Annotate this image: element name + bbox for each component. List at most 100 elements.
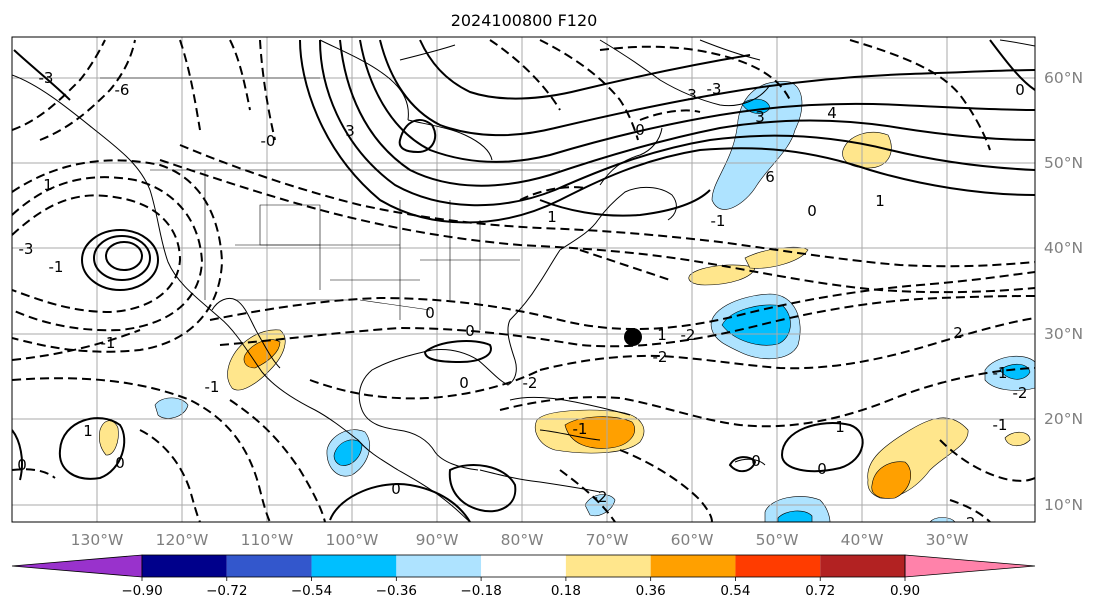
colorbar-swatch — [735, 555, 821, 577]
colorbar-swatch — [565, 555, 651, 577]
lon-label: 120°W — [156, 531, 209, 549]
shade-region — [711, 81, 803, 210]
colorbar-tick-label: −0.72 — [206, 583, 247, 599]
contours-solid — [12, 39, 1035, 522]
contour-label: 0 — [425, 304, 435, 322]
contour-label: 4 — [827, 104, 837, 122]
lon-label: 40°W — [841, 531, 884, 549]
contour-label: 1 — [83, 422, 93, 440]
contour-labels: -3 -6 3 0 -3 3 4 0 6 1 -1 -3 3 0 2 -1 -2… — [17, 69, 1028, 532]
contour-label: 0 — [391, 480, 401, 498]
lon-label: 70°W — [586, 531, 629, 549]
contour-label: 0 — [751, 452, 761, 470]
lon-label: 60°W — [671, 531, 714, 549]
lon-label: 30°W — [926, 531, 969, 549]
graticule — [12, 37, 1035, 522]
lat-label: 10°N — [1044, 496, 1083, 514]
colorbar-tick-label: 0.54 — [720, 583, 750, 599]
storm-center-marker — [624, 328, 642, 346]
contour-label: 3 — [755, 108, 765, 126]
lon-label: 110°W — [241, 531, 294, 549]
shade-region — [154, 397, 189, 419]
lon-label: 100°W — [326, 531, 379, 549]
contour-label: -1 — [711, 212, 726, 230]
lon-label: 90°W — [416, 531, 459, 549]
contour-label: -2 — [961, 514, 976, 532]
contour-label: -1 — [573, 420, 588, 438]
colorbar-swatch — [820, 555, 905, 577]
shade-region — [564, 416, 636, 449]
contour-label: -0 — [261, 132, 276, 150]
contour-label: 1 — [875, 192, 885, 210]
contour-label: 0 — [459, 374, 469, 392]
lon-label: 130°W — [71, 531, 124, 549]
lon-label: 80°W — [501, 531, 544, 549]
contour-label: 0 — [1015, 81, 1025, 99]
contour-label: -1 — [101, 334, 116, 352]
contour-label: 3 — [687, 86, 697, 104]
contour-label: 3 — [345, 122, 355, 140]
contour-label: -1 — [993, 364, 1008, 382]
colorbar-swatch — [481, 555, 566, 577]
state-borders — [100, 77, 560, 330]
contour-label: -2 — [523, 374, 538, 392]
colorbar-swatch — [650, 555, 736, 577]
contour-label: -3 — [39, 69, 54, 87]
shade-region — [98, 420, 119, 456]
colorbar-extend-high — [904, 554, 1036, 578]
colorbar-swatch — [311, 555, 397, 577]
colorbar-swatch — [396, 555, 482, 577]
contour-label: -1 — [205, 378, 220, 396]
colorbar-swatch — [142, 555, 227, 577]
shade-region — [333, 439, 363, 466]
colorbar-frame — [141, 554, 906, 578]
contour-label: -2 — [681, 326, 696, 344]
contours-dashed — [12, 39, 1035, 522]
colorbar-tick-label: −0.54 — [291, 583, 332, 599]
colorbar-tick-label: −0.90 — [121, 583, 162, 599]
map-frame — [11, 36, 1036, 523]
map-area: -3 -6 3 0 -3 3 4 0 6 1 -1 -3 3 0 2 -1 -2… — [12, 37, 1035, 532]
contour-label: -3 — [19, 240, 34, 258]
colorbar-tick-label: 0.36 — [636, 583, 666, 599]
contour-label: -1 — [993, 416, 1008, 434]
map-title: 2024100800 F120 — [451, 11, 598, 30]
contour-label: 1 — [547, 208, 557, 226]
contour-label: -6 — [115, 81, 130, 99]
contour-label: 0 — [17, 456, 27, 474]
contour-label: -1 — [49, 258, 64, 276]
contour-label: 0 — [807, 202, 817, 220]
lat-label: 40°N — [1044, 239, 1083, 257]
shade-region — [1004, 431, 1031, 447]
contour-label: 1 — [657, 326, 667, 344]
contour-label: 2 — [953, 324, 963, 342]
shaded-anomalies — [98, 81, 1035, 522]
contour-label: -3 — [707, 80, 722, 98]
contour-label: 0 — [817, 460, 827, 478]
lat-label: 50°N — [1044, 154, 1083, 172]
colorbar-tick-label: −0.36 — [376, 583, 417, 599]
shade-region — [777, 510, 813, 522]
lat-label: 20°N — [1044, 410, 1083, 428]
contour-label: 0 — [465, 322, 475, 340]
lon-label: 50°W — [756, 531, 799, 549]
contour-label: 1 — [43, 176, 53, 194]
contour-label: 0 — [115, 454, 125, 472]
colorbar: −0.90 −0.72 −0.54 −0.36 −0.18 0.18 0.36 0.54 0.7… — [11, 554, 1036, 599]
contour-label: 1 — [835, 418, 845, 436]
colorbar-extend-low — [11, 554, 143, 578]
contour-label: -2 — [1013, 384, 1028, 402]
colorbar-swatch — [226, 555, 312, 577]
latitude-labels: 60°N 50°N 40°N 30°N 20°N 10°N — [1044, 69, 1083, 514]
colorbar-tick-label: 0.72 — [805, 583, 835, 599]
shade-region — [871, 461, 912, 499]
lat-label: 60°N — [1044, 69, 1083, 87]
contour-label: -2 — [653, 348, 668, 366]
contour-label: 0 — [635, 121, 645, 139]
contour-label: 6 — [765, 168, 775, 186]
colorbar-tick-label: 0.18 — [551, 583, 581, 599]
colorbar-tick-label: 0.90 — [890, 583, 920, 599]
contour-label: -2 — [593, 488, 608, 506]
longitude-labels: 130°W 120°W 110°W 100°W 90°W 80°W 70°W 6… — [71, 531, 969, 549]
